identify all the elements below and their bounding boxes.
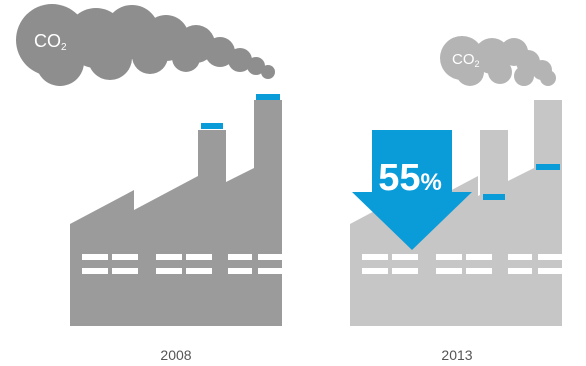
chimney-band-2013 [483,194,505,200]
reduction-arrow: 55% [352,130,472,250]
reduction-percentage: 55% [378,157,442,199]
smoke-cloud-2008: CO2 [16,4,275,86]
factory-windows-2008 [82,254,282,274]
year-label-2008: 2008 [160,347,191,363]
year-label-2013: 2013 [441,347,472,363]
co2-label-2013: CO2 [452,51,480,69]
smoke-cloud-2013: CO2 [440,36,556,86]
factory-2008 [70,94,282,326]
chimney-tall-2013 [534,100,562,250]
chimney-band-2008 [201,123,223,129]
factory-windows-2013 [362,254,562,274]
chimney-tall-2008 [254,100,282,250]
chimney-short-2013 [480,130,508,250]
chimney-band-2008 [256,94,280,100]
co2-label-2008: CO2 [34,31,67,53]
chimney-short-2008 [198,130,226,250]
factory-building-2008 [70,168,282,326]
chimney-band-2013 [536,164,560,170]
